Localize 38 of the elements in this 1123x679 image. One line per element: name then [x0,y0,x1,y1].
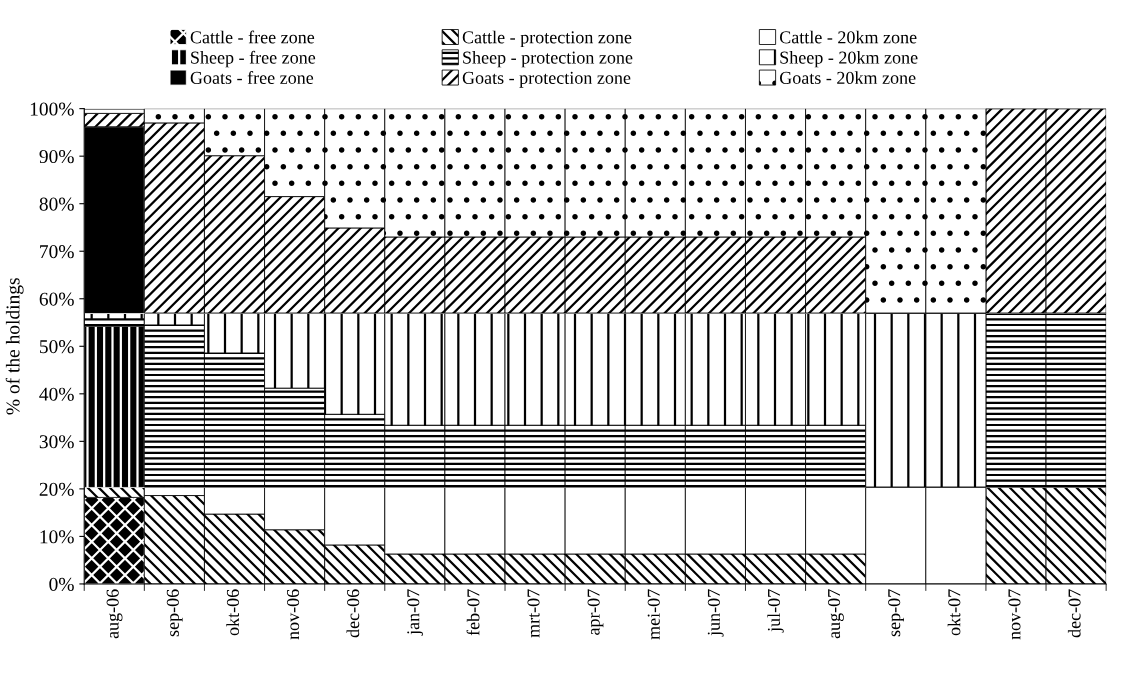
legend-label: Sheep - protection zone [463,50,633,68]
x-tick-label: aug-06 [106,589,123,639]
legend-label: Goats - protection zone [462,71,631,88]
y-tick-label: 80% [39,197,74,211]
x-tick-label: okt-06 [226,589,240,636]
x-tick-label: apr-07 [587,589,604,635]
y-tick-label: 100% [30,102,74,116]
x-tick-label: mrt-07 [527,589,540,638]
legend-label: Cattle - free zone [190,30,315,44]
x-tick-label: okt-07 [947,589,961,636]
legend-label: Cattle - protection zone [462,30,632,48]
x-tick-label: aug-07 [827,589,844,639]
y-axis-title: % of the holdings [5,278,24,415]
x-tick-label: jan-07 [407,589,424,636]
x-tick-label: feb-07 [466,589,480,636]
x-tick-label: dec-06 [346,589,360,638]
x-tick-label: sep-07 [888,589,904,637]
x-tick-label: mei-07 [647,589,660,640]
y-tick-label: 20% [39,482,74,496]
y-tick-label: 0% [49,577,74,591]
y-tick-label: 60% [39,292,74,306]
legend-label: Sheep - free zone [191,50,316,68]
x-tick-label: nov-06 [286,589,300,640]
y-tick-label: 30% [39,435,74,449]
x-tick-label: jul-07 [767,589,784,633]
x-tick-label: dec-07 [1067,589,1081,638]
x-tick-label: jun-07 [707,589,724,637]
legend-label: Sheep - 20km zone [780,50,918,68]
y-tick-label: 40% [39,387,74,401]
y-tick-label: 70% [40,245,74,259]
legend-label: Cattle - 20km zone [779,30,917,44]
legend-label: Goats - free zone [190,71,314,84]
y-tick-label: 50% [39,340,74,354]
y-tick-label: 90% [39,149,74,164]
y-tick-label: 10% [40,530,74,544]
x-tick-label: sep-06 [166,589,183,637]
legend-label: Goats - 20km zone [779,71,916,84]
x-tick-label: nov-07 [1008,589,1021,640]
